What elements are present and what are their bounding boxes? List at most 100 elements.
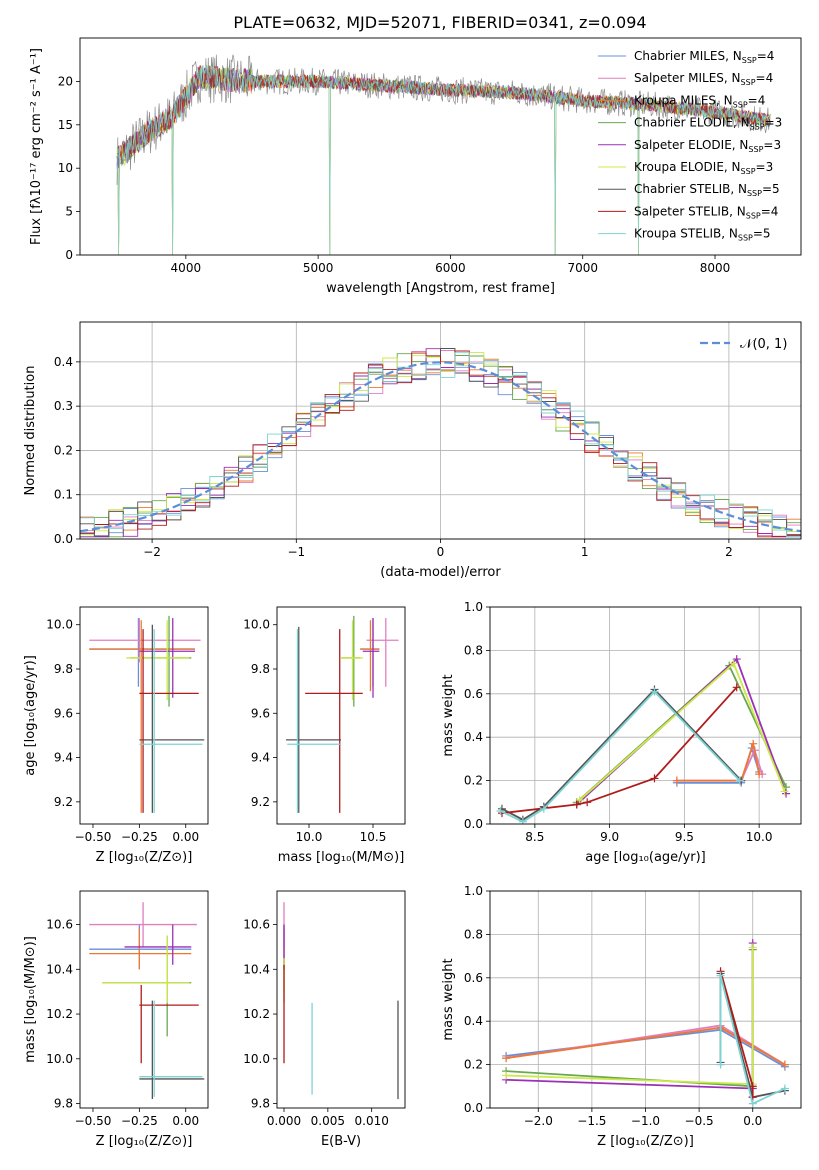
- plot-area: [283, 902, 399, 1100]
- hist-salpeter-stelib: [80, 350, 801, 538]
- panel-mass-Z: −0.50 −0.25 0.00 9.8 10.0 10.2 10.4 10.6 Z [log₁…: [23, 890, 209, 1149]
- plot-area: [89, 902, 205, 1100]
- x-tick-label: −1: [287, 545, 305, 559]
- y-tick-label: 9.4: [251, 751, 270, 765]
- y-tick-label: 15: [58, 118, 73, 132]
- y-axis-label: mass weight: [441, 958, 456, 1040]
- legend-sub: SSP: [748, 145, 763, 154]
- y-tick-label: 10.6: [46, 918, 73, 932]
- weight-marker: [502, 1071, 511, 1080]
- y-tick-label: 0.0: [464, 817, 483, 831]
- x-axis-label: E(B-V): [321, 1134, 361, 1149]
- x-tick-label: 0.000: [267, 1114, 301, 1128]
- x-axis-label: age [log₁₀(age/yr)]: [585, 850, 706, 865]
- x-tick-label: 10.0: [296, 830, 323, 844]
- axes-frame: [79, 606, 209, 825]
- plot-area: [502, 939, 789, 1108]
- legend-sub: SSP: [742, 56, 757, 65]
- y-axis-label: mass [log₁₀(M/M⊙)]: [23, 936, 38, 1063]
- x-tick-label: 9.5: [675, 830, 694, 844]
- x-tick-label: 7000: [567, 261, 598, 275]
- panel-age-Z: −0.50 −0.25 0.00 9.2 9.4 9.6 9.8 10.0 Z [log₁₀(Z…: [23, 606, 209, 865]
- weight-marker: [572, 800, 581, 809]
- y-tick-label: 10.0: [46, 1052, 73, 1066]
- weight-marker: [748, 1099, 757, 1108]
- axes-frame: [276, 606, 406, 825]
- weight-marker: [729, 659, 738, 668]
- weight-marker: [518, 817, 527, 824]
- legend-label: Salpeter STELIB, NSSP=4: [634, 204, 778, 220]
- legend-sub: SSP: [750, 123, 765, 132]
- weight-marker: [732, 655, 741, 664]
- legend-label: Kroupa STELIB, NSSP=5: [634, 227, 771, 243]
- y-tick-label: 0.1: [54, 488, 73, 502]
- weight-line-kroupa-stelib: [500, 690, 741, 823]
- y-tick-label: 9.8: [251, 662, 270, 676]
- weight-marker: [539, 804, 548, 813]
- spectrum-line-kroupa-stelib: [116, 64, 771, 255]
- y-tick-label: 10.2: [46, 1007, 73, 1021]
- y-tick-label: 10.0: [243, 1052, 270, 1066]
- weight-marker: [650, 687, 659, 696]
- y-tick-label: 0.2: [464, 1058, 483, 1072]
- legend-label: Kroupa MILES, NSSP=4: [634, 93, 765, 109]
- plot-area: [116, 54, 771, 255]
- y-tick-label: 0.2: [464, 774, 483, 788]
- weight-line-chabrier-stelib: [501, 688, 742, 821]
- x-tick-label: 8000: [700, 261, 731, 275]
- x-tick-label: −1.0: [631, 1114, 660, 1128]
- legend-label: Salpeter MILES, NSSP=4: [634, 71, 773, 87]
- x-tick-label: −2.0: [524, 1114, 553, 1128]
- y-tick-label: 0.2: [54, 443, 73, 457]
- x-axis-label: wavelength [Angstrom, rest frame]: [326, 281, 555, 296]
- x-tick-label: 0.0: [743, 1114, 762, 1128]
- panel-mass-ebv: 0.000 0.005 0.010 9.8 10.0 10.2 10.4 10.6 E(B-V): [243, 890, 406, 1149]
- figure-title: PLATE=0632, MJD=52071, FIBERID=0341, z=0…: [233, 13, 646, 32]
- y-tick-label: 1.0: [464, 884, 483, 898]
- weight-line-kroupa-elodie: [506, 947, 754, 1086]
- weight-marker: [732, 683, 741, 692]
- legend-label: Chabrier ELODIE, NSSP=3: [634, 116, 782, 132]
- y-tick-label: 10.2: [243, 1007, 270, 1021]
- y-tick-label: 10.4: [243, 962, 270, 976]
- x-tick-label: 4000: [171, 261, 202, 275]
- legend-sub: SSP: [738, 234, 753, 243]
- weight-marker: [782, 789, 791, 798]
- legend-label: 𝒩(0, 1): [740, 337, 787, 352]
- x-axis-label: mass [log₁₀(M/M⊙)]: [278, 850, 405, 865]
- y-tick-label: 0: [65, 248, 73, 262]
- weight-line-salpeter-stelib: [501, 686, 738, 814]
- y-tick-label: 10.0: [46, 618, 73, 632]
- axes-frame: [276, 890, 406, 1109]
- legend-tail: =5: [762, 182, 780, 196]
- plot-area: [80, 347, 801, 538]
- legend-tail: =4: [756, 71, 774, 85]
- x-tick-label: 0.00: [172, 1114, 199, 1128]
- y-tick-label: 9.6: [251, 706, 270, 720]
- x-tick-label: −1.5: [577, 1114, 606, 1128]
- legend-tail: =3: [756, 160, 774, 174]
- y-tick-label: 9.2: [54, 795, 73, 809]
- y-tick-label: 9.8: [54, 1097, 73, 1111]
- weight-line-kroupa-miles: [676, 740, 760, 782]
- weight-line-chabrier-elodie: [506, 949, 754, 1088]
- x-axis-label: Z [log₁₀(Z/Z⊙)]: [96, 1134, 193, 1149]
- y-tick-label: 9.4: [54, 751, 73, 765]
- panel-age-mass: 10.0 10.5 9.2 9.4 9.6 9.8 10.0 mass [log₁₀(M/M⊙…: [243, 606, 406, 865]
- gauss-curve: [80, 361, 801, 533]
- weight-marker: [748, 943, 757, 952]
- legend-label: Kroupa ELODIE, NSSP=3: [634, 160, 773, 176]
- y-tick-label: 1.0: [464, 600, 483, 614]
- axes-frame: [79, 321, 802, 540]
- legend-sub: SSP: [746, 211, 761, 220]
- plot-area: [496, 655, 791, 824]
- x-tick-label: 8.5: [525, 830, 544, 844]
- y-tick-label: 10.4: [46, 962, 73, 976]
- y-axis-label: mass weight: [441, 674, 456, 756]
- y-tick-label: 0.0: [54, 532, 73, 546]
- weight-marker: [575, 796, 584, 805]
- y-tick-label: 9.8: [251, 1097, 270, 1111]
- x-tick-label: 0.00: [172, 830, 199, 844]
- weight-marker: [496, 806, 505, 815]
